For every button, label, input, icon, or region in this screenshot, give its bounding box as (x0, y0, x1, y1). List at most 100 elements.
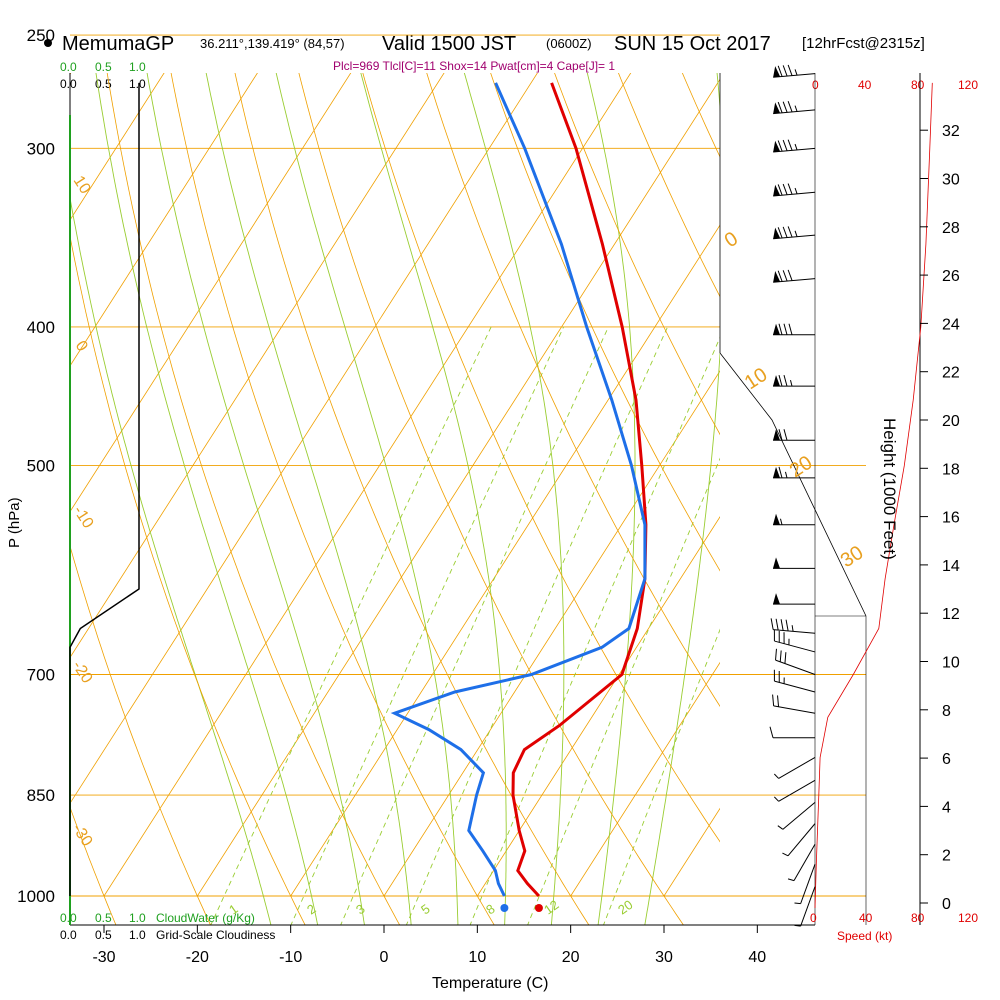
barb-half (794, 187, 798, 195)
dry-adiabat-line (426, 73, 720, 708)
top-speed-tick: 0 (812, 78, 819, 92)
barb-staff (774, 640, 816, 653)
bottom-speed-scale: 0 40 80 120 Speed (kt) (810, 911, 978, 943)
top-cw-tick: 1.0 (129, 60, 146, 74)
wind-barb (773, 101, 816, 115)
header-bullet-icon (44, 39, 52, 47)
barb-full (777, 227, 783, 239)
top-cw-tick: 0.0 (60, 60, 77, 74)
wind-barb (782, 823, 816, 857)
barb-staff (800, 886, 816, 927)
barb-full (770, 618, 774, 630)
barb-half (782, 852, 789, 857)
moist-adiabat-line (146, 73, 365, 925)
barb-staff (782, 801, 816, 830)
barb-full (782, 270, 788, 282)
moist-adiabat-line (70, 195, 272, 925)
bottom-cl-tick: 1.0 (129, 928, 146, 942)
wind-barb (769, 726, 815, 739)
height-tick-label: 24 (942, 316, 960, 333)
barb-staff (773, 705, 816, 714)
bottom-cw-tick: 1.0 (129, 911, 146, 925)
wind-barb (773, 557, 815, 569)
isotherm-label: -20 (69, 658, 96, 687)
mixing-ratio-label: 12 (541, 897, 561, 918)
wind-barb (773, 756, 816, 779)
dry-adiabat-line (70, 234, 306, 925)
isotherm-line (197, 78, 720, 897)
isobar-grid (70, 34, 866, 897)
wind-barb (775, 648, 816, 675)
barb-half (794, 143, 798, 151)
barb-staff (773, 629, 816, 634)
surface-dewpoint-marker (500, 904, 509, 912)
barb-half (794, 69, 798, 76)
barb-pennant (773, 66, 781, 78)
dry-adiabat-line (234, 73, 590, 925)
pressure-tick-label: 850 (27, 786, 55, 805)
wind-barb (773, 269, 816, 283)
barb-pennant (773, 271, 781, 283)
wind-barb (773, 139, 816, 153)
bottom-cl-tick: 0.0 (60, 928, 77, 942)
height-tick-label: 16 (942, 510, 960, 527)
height-tick-label: 30 (942, 172, 960, 189)
barb-pennant (773, 184, 781, 196)
mixing-ratio-line (340, 326, 609, 925)
bottom-cloudiness-scale: 0.0 0.5 1.0 Grid-Scale Cloudiness (60, 928, 275, 942)
barb-full (772, 694, 775, 706)
mixing-ratio-line (469, 336, 720, 925)
isotherm-line (476, 516, 720, 897)
barb-full (777, 101, 783, 113)
barb-full (785, 619, 789, 631)
header-valid: Valid 1500 JST (382, 33, 516, 55)
moist-adiabat-line (463, 73, 565, 925)
mixing-ratio-label: 2 (304, 901, 319, 917)
barb-full (782, 183, 788, 195)
bottom-speed-tick: 80 (911, 911, 925, 925)
barb-pennant (773, 323, 780, 335)
mixing-ratio-line (210, 326, 492, 925)
pressure-tick-label: 250 (27, 26, 55, 45)
x-tick-label: 10 (468, 949, 486, 966)
barb-full (787, 139, 793, 151)
header-zulu: (0600Z) (546, 36, 592, 51)
header-model: MemumaGP (62, 33, 174, 55)
barb-pennant (773, 513, 780, 525)
isotherm-line (70, 73, 538, 805)
barb-full (782, 226, 788, 238)
barb-staff (778, 756, 816, 779)
header-date: SUN 15 Oct 2017 (614, 33, 771, 55)
height-tick-label: 4 (942, 799, 951, 816)
top-speed-tick: 80 (911, 78, 925, 92)
barb-full (788, 323, 793, 335)
barb-pennant (773, 140, 781, 152)
x-tick-label: 20 (562, 949, 580, 966)
isotherm-label: -30 (69, 821, 96, 850)
barb-full (782, 139, 788, 151)
barb-half (780, 518, 783, 525)
top-cl-tick: 0.5 (95, 77, 112, 91)
bottom-cw-tick: 0.5 (95, 911, 112, 925)
isotherm-line (70, 73, 445, 659)
barb-full (777, 65, 783, 77)
barb-staff (773, 278, 816, 283)
barb-half (790, 380, 793, 387)
barb-staff (773, 109, 816, 115)
barb-pennant (773, 593, 780, 605)
isotherm-line (851, 35, 1000, 896)
barb-half (777, 825, 784, 830)
mixing-ratio-line (405, 326, 668, 925)
isotherm-label: 0 (72, 338, 91, 355)
barb-full (778, 375, 783, 387)
barb-pennant (773, 375, 780, 387)
barb-pennant (773, 466, 780, 478)
isotherm-line (70, 73, 165, 221)
barb-full (780, 619, 784, 631)
wind-barb (794, 863, 816, 905)
moist-adiabat-line (360, 73, 507, 925)
top-cl-tick: 0.0 (60, 77, 77, 91)
wind-barb (773, 226, 816, 240)
